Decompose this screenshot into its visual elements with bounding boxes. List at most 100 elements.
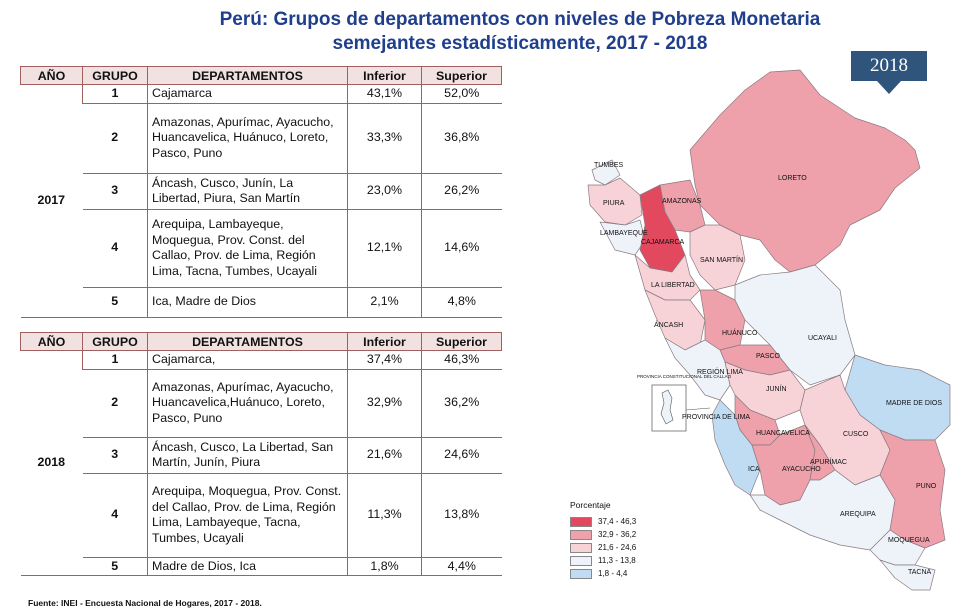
upper-cell: 13,8% [421, 473, 502, 558]
lower-cell: 12,1% [347, 209, 422, 288]
header-upper: Superior [421, 332, 502, 351]
table-row: 4 Arequipa, Moquegua, Prov. Const. del C… [21, 473, 502, 558]
table-header: AÑO GRUPO DEPARTAMENTOS Inferior Superio… [20, 332, 502, 351]
legend-label: 21,6 - 24,6 [598, 543, 637, 552]
table-header: AÑO GRUPO DEPARTAMENTOS Inferior Superio… [20, 66, 502, 85]
departments-cell: Ica, Madre de Dios [147, 287, 348, 318]
label-san-martin: SAN MARTÍN [700, 255, 743, 264]
group-cell: 3 [82, 437, 148, 474]
label-tacna: TACNA [908, 569, 932, 576]
callao-inset-shape [660, 389, 674, 425]
lower-cell: 1,8% [347, 557, 422, 576]
upper-cell: 24,6% [421, 437, 502, 474]
table-row: 4 Arequipa, Lambayeque, Moquegua, Prov. … [21, 209, 502, 288]
legend-item: 1,8 - 4,4 [570, 568, 636, 579]
source-note: Fuente: INEI - Encuesta Nacional de Hoga… [28, 598, 262, 608]
header-lower: Inferior [347, 332, 422, 351]
lower-cell: 2,1% [347, 287, 422, 318]
label-huancavelica: HUANCAVELICA [756, 430, 810, 437]
table-row: 5 Ica, Madre de Dios 2,1% 4,8% [21, 287, 502, 318]
group-cell: 5 [82, 287, 148, 318]
legend-item: 21,6 - 24,6 [570, 542, 636, 553]
legend-swatch [570, 568, 592, 579]
label-piura: PIURA [603, 200, 625, 207]
label-tumbes: TUMBES [594, 162, 624, 169]
region-piura [587, 177, 643, 226]
badge-arrow-icon [877, 81, 901, 94]
header-departments: DEPARTAMENTOS [147, 66, 348, 85]
lower-cell: 23,0% [347, 173, 422, 210]
legend-swatch [570, 555, 592, 566]
group-cell: 1 [82, 84, 148, 104]
table-2018: AÑO GRUPO DEPARTAMENTOS Inferior Superio… [20, 332, 502, 576]
legend-label: 11,3 - 13,8 [598, 556, 636, 565]
legend-swatch [570, 542, 592, 553]
lower-cell: 43,1% [347, 84, 422, 104]
label-region-lima: REGIÓN LIMA [697, 367, 743, 376]
label-ucayali: UCAYALI [808, 335, 837, 342]
group-cell: 1 [82, 350, 148, 370]
label-ancash: ÁNCASH [654, 320, 683, 329]
group-cell: 4 [82, 473, 148, 558]
departments-cell: Áncash, Cusco, Junín, La Libertad, Piura… [147, 173, 348, 210]
table-row: 2017 1 Cajamarca 43,1% 52,0% [20, 84, 502, 318]
label-huanuco: HUÁNUCO [722, 328, 758, 337]
departments-cell: Amazonas, Apurímac, Ayacucho, Huancaveli… [147, 369, 348, 438]
lower-cell: 32,9% [347, 369, 422, 438]
group-cell: 2 [82, 369, 148, 438]
label-amazonas: AMAZONAS [662, 198, 702, 205]
page-title: Perú: Grupos de departamentos con nivele… [180, 8, 860, 56]
label-cajamarca: CAJAMARCA [641, 239, 685, 246]
legend-title: Porcentaje [570, 500, 611, 510]
label-lambayeque: LAMBAYEQUE [600, 230, 648, 237]
label-prov-lima: PROVINCIA DE LIMA [682, 414, 750, 421]
upper-cell: 52,0% [421, 84, 502, 104]
region-tumbes [591, 159, 621, 186]
label-arequipa: AREQUIPA [840, 511, 876, 518]
label-puno: PUNO [916, 483, 937, 490]
label-ica: ICA [748, 466, 760, 473]
label-moquegua: MOQUEGUA [888, 537, 930, 544]
legend-item: 37,4 - 46,3 [570, 516, 636, 527]
label-pasco: PASCO [756, 353, 781, 360]
upper-cell: 46,3% [421, 350, 502, 370]
legend-label: 32,9 - 36,2 [598, 530, 637, 539]
region-san-martin [689, 224, 746, 291]
label-madre-de-dios: MADRE DE DIOS [886, 400, 942, 407]
title-line-2: semejantes estadísticamente, 2017 - 2018 [332, 33, 708, 54]
legend-swatch [570, 529, 592, 540]
upper-cell: 36,2% [421, 369, 502, 438]
header-departments: DEPARTAMENTOS [147, 332, 348, 351]
table-row: 3 Áncash, Cusco, La Libertad, San Martín… [21, 437, 502, 474]
lower-cell: 21,6% [347, 437, 422, 474]
legend-label: 37,4 - 46,3 [598, 517, 637, 526]
departments-cell: Madre de Dios, Ica [147, 557, 348, 576]
year-badge: 2018 [851, 51, 927, 81]
table-row: 2018 1 Cajamarca, 37,4% 46,3% [20, 350, 502, 576]
lower-cell: 33,3% [347, 103, 422, 174]
header-group: GRUPO [82, 332, 148, 351]
upper-cell: 14,6% [421, 209, 502, 288]
departments-cell: Cajamarca, [147, 350, 348, 370]
upper-cell: 36,8% [421, 103, 502, 174]
legend-item: 32,9 - 36,2 [570, 529, 636, 540]
departments-cell: Arequipa, Lambayeque, Moquegua, Prov. Co… [147, 209, 348, 288]
table-row: 2 Amazonas, Apurímac, Ayacucho, Huancave… [21, 369, 502, 438]
header-year: AÑO [20, 66, 83, 85]
departments-cell: Áncash, Cusco, La Libertad, San Martín, … [147, 437, 348, 474]
departments-cell: Arequipa, Moquegua, Prov. Const. del Cal… [147, 473, 348, 558]
label-callao: PROVINCIA CONSTITUCIONAL DEL CALLAO [637, 374, 732, 379]
label-junin: JUNÍN [766, 384, 787, 393]
table-row: 5 Madre de Dios, Ica 1,8% 4,4% [21, 557, 502, 576]
header-upper: Superior [421, 66, 502, 85]
upper-cell: 4,8% [421, 287, 502, 318]
table-2017: AÑO GRUPO DEPARTAMENTOS Inferior Superio… [20, 66, 502, 318]
departments-cell: Amazonas, Apurímac, Ayacucho, Huancaveli… [147, 103, 348, 174]
legend-label: 1,8 - 4,4 [598, 569, 628, 578]
table-row: 3 Áncash, Cusco, Junín, La Libertad, Piu… [21, 173, 502, 210]
table-row: 2 Amazonas, Apurímac, Ayacucho, Huancave… [21, 103, 502, 174]
lower-cell: 37,4% [347, 350, 422, 370]
label-apurimac: APURÍMAC [810, 457, 847, 466]
legend-swatch [570, 516, 592, 527]
year-cell: 2017 [20, 84, 83, 318]
